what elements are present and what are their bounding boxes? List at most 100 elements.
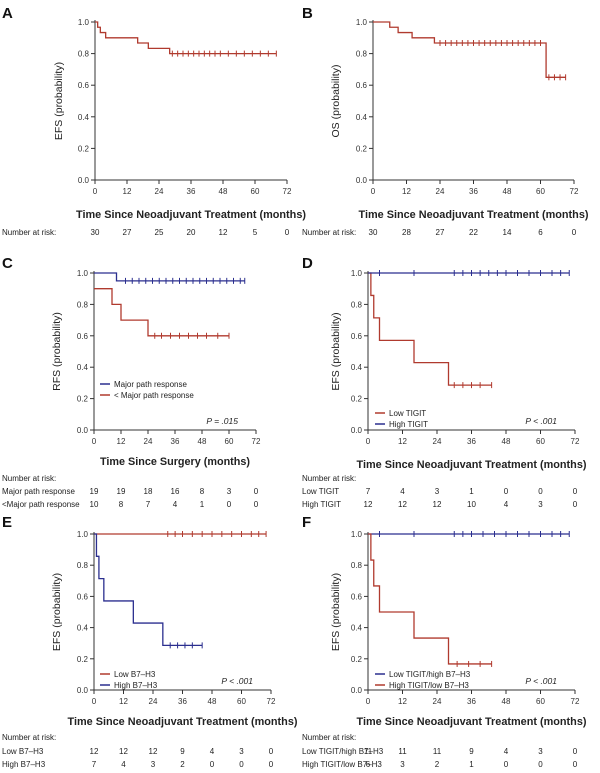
risk-value: 11 <box>364 747 373 756</box>
x-tick-label: 72 <box>283 187 292 196</box>
x-tick-label: 12 <box>398 437 407 446</box>
risk-value: 0 <box>572 228 577 237</box>
x-tick-label: 24 <box>433 437 442 446</box>
risk-value: 4 <box>173 500 178 509</box>
risk-value: 8 <box>119 500 124 509</box>
risk-header: Number at risk: <box>302 474 356 483</box>
risk-value: 22 <box>469 228 478 237</box>
x-tick-label: 36 <box>467 437 476 446</box>
risk-value: 0 <box>239 760 244 769</box>
risk-value: 0 <box>573 500 578 509</box>
y-tick-label: 0.6 <box>77 332 89 341</box>
risk-value: 12 <box>433 500 442 509</box>
x-tick-label: 48 <box>502 437 511 446</box>
risk-value: 0 <box>573 747 578 756</box>
risk-row-label: Major path response <box>2 487 75 496</box>
y-tick-label: 0.2 <box>77 655 89 664</box>
risk-value: 0 <box>227 500 232 509</box>
risk-value: 16 <box>171 487 180 496</box>
km-curve-high-tigit-low-b7-h3 <box>368 533 492 665</box>
risk-value: 1 <box>469 487 474 496</box>
risk-value: 4 <box>210 747 215 756</box>
panel-d: D 0.0 0.2 0.4 0.6 0.8 1.0 0 12 24 36 48 60 72 EFS (pro… <box>302 255 587 509</box>
y-tick-label: 0.8 <box>356 50 368 59</box>
x-tick-label: 36 <box>469 187 478 196</box>
risk-value: 3 <box>400 760 405 769</box>
x-tick-label: 48 <box>208 697 217 706</box>
y-tick-label: 0.6 <box>356 81 368 90</box>
y-tick-label: 0.8 <box>351 300 363 309</box>
risk-value: 3 <box>151 760 156 769</box>
y-tick-label: 0.4 <box>77 624 89 633</box>
y-tick-label: 0.2 <box>351 395 363 404</box>
risk-value: 30 <box>91 228 100 237</box>
risk-row-label: High B7–H3 <box>2 760 46 769</box>
legend-label: High TIGIT <box>389 420 428 429</box>
legend-label: Low TIGIT <box>389 409 426 418</box>
x-tick-label: 0 <box>93 187 98 196</box>
x-tick-label: 24 <box>436 187 445 196</box>
panel-label: E <box>2 514 12 531</box>
x-tick-label: 60 <box>251 187 260 196</box>
x-tick-label: 48 <box>198 437 207 446</box>
risk-value: 30 <box>369 228 378 237</box>
y-axis-label: RFS (probability) <box>51 312 63 391</box>
legend-label: High TIGIT/low B7–H3 <box>389 681 469 690</box>
x-tick-label: 24 <box>155 187 164 196</box>
y-tick-label: 0.0 <box>351 426 363 435</box>
risk-value: 10 <box>90 500 99 509</box>
risk-value: 19 <box>90 487 99 496</box>
y-tick-label: 1.0 <box>78 18 90 27</box>
y-axis-label: OS (probability) <box>330 65 342 138</box>
y-tick-label: 1.0 <box>351 269 363 278</box>
risk-value: 0 <box>269 747 274 756</box>
risk-value: 28 <box>402 228 411 237</box>
y-tick-label: 0.6 <box>351 592 363 601</box>
panel-label: D <box>302 255 313 272</box>
y-tick-label: 0.6 <box>78 81 90 90</box>
risk-row-label: Low B7–H3 <box>2 747 44 756</box>
y-tick-label: 1.0 <box>77 269 89 278</box>
y-tick-label: 0.8 <box>77 300 89 309</box>
km-curve-high-b7-h3 <box>94 533 203 647</box>
y-tick-label: 0.4 <box>78 113 90 122</box>
x-axis-label: Time Since Neoadjuvant Treatment (months… <box>357 459 587 471</box>
risk-value: 0 <box>538 487 543 496</box>
risk-value: 12 <box>149 747 158 756</box>
x-tick-label: 24 <box>144 437 153 446</box>
x-tick-label: 0 <box>371 187 376 196</box>
y-tick-label: 1.0 <box>356 18 368 27</box>
x-tick-label: 72 <box>571 697 580 706</box>
y-tick-label: 0.2 <box>356 144 368 153</box>
risk-value: 9 <box>180 747 185 756</box>
y-tick-label: 0.8 <box>351 561 363 570</box>
y-tick-label: 0.2 <box>77 395 89 404</box>
x-tick-label: 12 <box>123 187 132 196</box>
risk-value: 6 <box>538 228 543 237</box>
x-tick-label: 48 <box>503 187 512 196</box>
x-tick-label: 72 <box>252 437 261 446</box>
panel-label: A <box>2 5 13 22</box>
y-tick-label: 0.0 <box>78 176 90 185</box>
risk-value: 12 <box>119 747 128 756</box>
x-tick-label: 36 <box>171 437 180 446</box>
risk-value: 0 <box>538 760 543 769</box>
y-tick-label: 1.0 <box>77 530 89 539</box>
x-tick-label: 0 <box>366 437 371 446</box>
legend-label: Major path response <box>114 380 187 389</box>
y-tick-label: 0.8 <box>78 50 90 59</box>
risk-value: 11 <box>433 747 442 756</box>
risk-row-label: <Major path response <box>2 500 80 509</box>
risk-value: 5 <box>253 228 258 237</box>
risk-value: 4 <box>504 500 509 509</box>
risk-row-label: High TIGIT/low B7–H3 <box>302 760 382 769</box>
x-tick-label: 0 <box>92 697 97 706</box>
x-tick-label: 0 <box>366 697 371 706</box>
risk-value: 12 <box>364 500 373 509</box>
km-curve-low-tigit <box>368 272 492 386</box>
risk-row-label: Low TIGIT <box>302 487 339 496</box>
x-tick-label: 12 <box>402 187 411 196</box>
x-tick-label: 60 <box>536 187 545 196</box>
risk-value: 18 <box>144 487 153 496</box>
